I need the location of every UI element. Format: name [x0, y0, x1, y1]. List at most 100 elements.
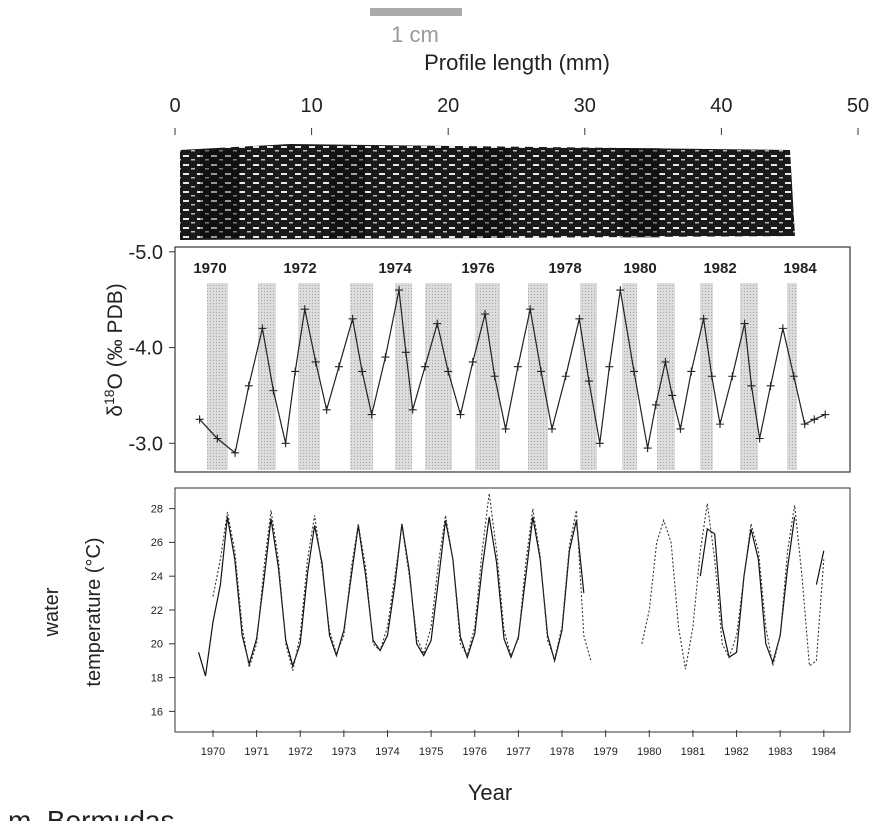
data-point [575, 314, 584, 323]
annotation: 1984 [783, 260, 817, 277]
data-line [212, 493, 825, 671]
data-point [740, 319, 749, 328]
data-point [348, 314, 357, 323]
data-point [687, 367, 696, 376]
x-tick-label: 1975 [419, 746, 443, 758]
data-point [595, 439, 604, 448]
y-axis-title: water [41, 587, 63, 637]
data-point [358, 367, 367, 376]
data-point [766, 381, 775, 390]
data-point [755, 434, 764, 443]
y-axis-title: δ18O (‰ PDB) [101, 283, 127, 416]
data-point [699, 314, 708, 323]
data-point [395, 286, 404, 295]
annotation: 1982 [703, 260, 736, 277]
x-tick-label: 1984 [812, 746, 836, 758]
x-tick-label: 20 [437, 95, 459, 117]
x-tick-label: 1977 [506, 746, 530, 758]
data-point [584, 377, 593, 386]
data-point [707, 372, 716, 381]
data-point [481, 310, 490, 319]
data-point [661, 357, 670, 366]
annotation: 1970 [193, 260, 226, 277]
data-point [231, 448, 240, 457]
data-point [513, 362, 522, 371]
x-tick-label: 1973 [332, 746, 356, 758]
annotation: 1980 [623, 260, 656, 277]
y-tick-label: 16 [151, 706, 163, 718]
data-point [716, 420, 725, 429]
x-tick-label: 1970 [201, 746, 225, 758]
data-point [561, 372, 570, 381]
data-point [526, 305, 535, 314]
y-tick-label: -4.0 [129, 338, 163, 360]
data-point [367, 410, 376, 419]
data-point [651, 400, 660, 409]
scale-bar [370, 8, 462, 16]
x-tick-label: 1979 [593, 746, 617, 758]
x-tick-label: 1971 [244, 746, 268, 758]
data-point [420, 362, 429, 371]
data-point [334, 362, 343, 371]
annotation: 1976 [461, 260, 494, 277]
annotation: 1972 [283, 260, 316, 277]
y-tick-label: -3.0 [129, 433, 163, 455]
data-point [291, 367, 300, 376]
data-point [548, 424, 557, 433]
y-title-part: 18 [101, 389, 117, 405]
data-point [747, 381, 756, 390]
data-point [616, 286, 625, 295]
data-point [629, 367, 638, 376]
panel-frame [174, 246, 851, 473]
y-tick-label: 22 [151, 605, 163, 617]
data-point [676, 424, 685, 433]
data-point [311, 357, 320, 366]
annotation: 1974 [378, 260, 412, 277]
data-point [800, 420, 809, 429]
y-axis-title: temperature (°C) [83, 537, 105, 686]
y-tick-label: -5.0 [129, 242, 163, 264]
x-tick-label: 1983 [768, 746, 792, 758]
x-tick-label: 30 [574, 95, 596, 117]
data-point [195, 415, 204, 424]
data-line [198, 516, 825, 677]
y-tick-label: 26 [151, 537, 163, 549]
x-tick-label: 1981 [681, 746, 705, 758]
y-title-part: δ [104, 405, 127, 417]
y-title-part: O (‰ PDB) [104, 283, 127, 389]
y-tick-label: 24 [151, 571, 163, 583]
x-tick-label: 40 [710, 95, 732, 117]
x-tick-label: 10 [300, 95, 322, 117]
coral-xray [180, 144, 795, 240]
data-point [408, 405, 417, 414]
x-tick-label: 50 [847, 95, 869, 117]
data-point [810, 415, 819, 424]
x-tick-label: 1980 [637, 746, 661, 758]
data-point [322, 405, 331, 414]
data-point [213, 434, 222, 443]
x-tick-label: 1978 [550, 746, 574, 758]
data-point [456, 410, 465, 419]
x-axis-title: Profile length (mm) [424, 50, 610, 75]
data-point [468, 357, 477, 366]
x-tick-label: 1976 [463, 746, 487, 758]
data-point [433, 319, 442, 328]
data-point [244, 381, 253, 390]
data-point [605, 362, 614, 371]
x-tick-label: 1982 [724, 746, 748, 758]
panel-frame [174, 487, 851, 733]
data-point [778, 324, 787, 333]
x-axis-title: Year [468, 780, 512, 805]
data-point [300, 305, 309, 314]
data-point [821, 410, 830, 419]
data-point [281, 439, 290, 448]
data-point [444, 367, 453, 376]
y-tick-label: 28 [151, 503, 163, 515]
data-point [789, 372, 798, 381]
data-point [381, 353, 390, 362]
data-point [269, 386, 278, 395]
data-point [401, 348, 410, 357]
x-tick-label: 1972 [288, 746, 312, 758]
